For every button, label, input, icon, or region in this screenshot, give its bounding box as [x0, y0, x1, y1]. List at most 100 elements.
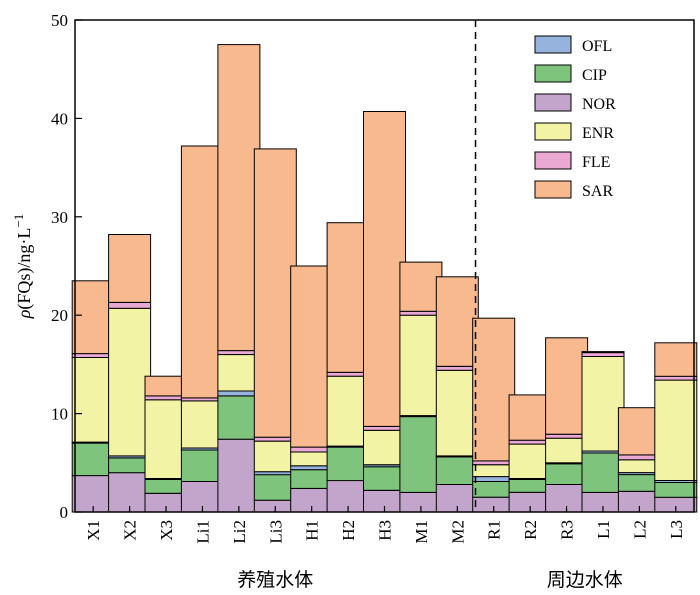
bar-segment-X3-CIP — [144, 479, 188, 494]
y-tick-label-40: 40 — [51, 109, 68, 128]
bar-segment-X2-CIP — [108, 457, 152, 474]
bar-segment-H3-FLE — [363, 425, 406, 431]
legend-label-CIP: CIP — [582, 67, 607, 84]
bar-segment-R2-ENR — [508, 443, 552, 480]
y-axis-label-sup: −1 — [11, 214, 26, 228]
x-tick-label-H3: H3 — [376, 520, 395, 541]
bar-segment-X1-CIP — [71, 442, 115, 477]
bar-segment-H2-FLE — [326, 371, 370, 377]
bar-segment-H2-SAR — [326, 222, 370, 373]
x-tick-label-R2: R2 — [521, 520, 540, 540]
legend-swatch-ENR — [534, 122, 572, 141]
legend-swatch-FLE — [534, 151, 572, 170]
bar-segment-R3-SAR — [545, 337, 589, 435]
x-tick-label-M2: M2 — [448, 520, 467, 544]
bar-segment-Li3-ENR — [253, 440, 297, 473]
bars-layer — [71, 44, 698, 513]
group-label-0: 养殖水体 — [237, 569, 313, 591]
legend: OFL CIP NOR ENR FLE SAR — [534, 35, 616, 200]
x-tick-label-X3: X3 — [157, 520, 176, 541]
bar-segment-X1-FLE — [71, 353, 115, 359]
bar-segment-R2-FLE — [508, 439, 552, 445]
bar-segment-L2-ENR — [617, 459, 661, 474]
bar-segment-R2-CIP — [508, 479, 552, 493]
bar-segment-H1-ENR — [290, 451, 334, 467]
bar-segment-M1-ENR — [399, 314, 443, 417]
bar-segment-Li2-ENR — [217, 354, 261, 392]
bar-segment-X3-FLE — [144, 395, 188, 401]
bar-segment-H2-CIP — [326, 446, 370, 482]
x-axis: X1 X2 X3 Li1 Li2 Li3 H1 H2 H3 M1 M2 R1 R2 R3 L1 L2 L3 — [84, 506, 686, 544]
legend-label-ENR: ENR — [582, 125, 614, 142]
x-tick-label-H2: H2 — [339, 520, 358, 541]
bar-segment-Li2-NOR — [217, 438, 261, 513]
legend-label-SAR: SAR — [582, 183, 613, 200]
bar-segment-L1-CIP — [581, 452, 625, 493]
x-tick-label-X2: X2 — [121, 520, 140, 541]
bar-segment-M1-CIP — [399, 416, 443, 493]
bar-segment-R3-FLE — [545, 433, 589, 439]
y-tick-label-50: 50 — [51, 11, 68, 30]
x-tick-label-L2: L2 — [630, 520, 649, 539]
bar-segment-X3-ENR — [144, 399, 188, 479]
bar-segment-L2-CIP — [617, 474, 661, 492]
bar-segment-M2-FLE — [435, 365, 479, 371]
y-tick-label-20: 20 — [51, 306, 68, 325]
bar-segment-M1-FLE — [399, 310, 443, 316]
bar-segment-Li2-FLE — [217, 350, 261, 356]
bar-segment-L1-FLE — [581, 352, 625, 358]
bar-segment-H3-ENR — [363, 429, 406, 466]
bar-segment-L1-ENR — [581, 356, 625, 452]
legend-label-NOR: NOR — [582, 96, 616, 113]
bar-segment-R1-ENR — [472, 464, 516, 478]
bar-segment-X3-SAR — [144, 375, 188, 397]
bar-segment-Li3-CIP — [253, 474, 297, 501]
legend-swatch-SAR — [534, 180, 572, 199]
y-tick-label-10: 10 — [51, 405, 68, 424]
x-tick-label-Li1: Li1 — [193, 520, 212, 544]
bar-segment-M2-SAR — [435, 276, 479, 367]
bar-segment-Li3-SAR — [253, 148, 297, 438]
bar-segment-R1-OFL — [472, 476, 516, 483]
legend-swatch-NOR — [534, 93, 572, 112]
bar-segment-Li2-CIP — [217, 395, 261, 440]
bar-segment-R1-CIP — [472, 481, 516, 498]
x-tick-label-Li2: Li2 — [230, 520, 249, 544]
x-tick-label-X1: X1 — [84, 520, 103, 541]
bar-segment-L3-SAR — [654, 342, 698, 377]
bar-segment-H1-SAR — [290, 265, 334, 448]
legend-swatch-OFL — [534, 35, 572, 54]
x-tick-label-Li3: Li3 — [266, 520, 285, 544]
bar-segment-M1-SAR — [399, 261, 443, 312]
bar-segment-R1-SAR — [472, 317, 516, 462]
bar-segment-X1-NOR — [71, 475, 115, 513]
x-tick-label-M1: M1 — [412, 520, 431, 544]
bar-segment-X2-FLE — [108, 301, 152, 309]
legend-label-FLE: FLE — [582, 154, 610, 171]
bar-segment-Li1-CIP — [180, 449, 224, 482]
legend-swatch-CIP — [534, 64, 572, 83]
y-axis: 0 10 20 30 40 50 — [51, 11, 82, 522]
y-axis-label-main: (FQs)/ng·L — [14, 228, 35, 310]
bar-segment-Li2-OFL — [217, 390, 261, 397]
bar-segment-X1-ENR — [71, 357, 115, 443]
bar-segment-L3-CIP — [654, 482, 698, 498]
bar-segment-H3-SAR — [363, 111, 406, 427]
bar-segment-Li2-SAR — [217, 44, 261, 352]
x-tick-label-H1: H1 — [303, 520, 322, 541]
x-tick-label-L1: L1 — [594, 520, 613, 539]
bar-segment-Li3-FLE — [253, 436, 297, 442]
y-tick-label-30: 30 — [51, 208, 68, 227]
bar-segment-R2-SAR — [508, 394, 552, 441]
bar-segment-R3-CIP — [545, 463, 589, 485]
bar-segment-L1-SAR — [581, 351, 625, 354]
bar-segment-L2-FLE — [617, 454, 661, 461]
bar-segment-X1-SAR — [71, 280, 115, 355]
bar-segment-H1-CIP — [290, 469, 334, 489]
bar-segment-L3-ENR — [654, 379, 698, 482]
bar-segment-H1-FLE — [290, 446, 334, 453]
bar-segment-Li1-SAR — [180, 145, 224, 399]
x-tick-label-L3: L3 — [667, 520, 686, 539]
bar-segment-M2-CIP — [435, 456, 479, 485]
